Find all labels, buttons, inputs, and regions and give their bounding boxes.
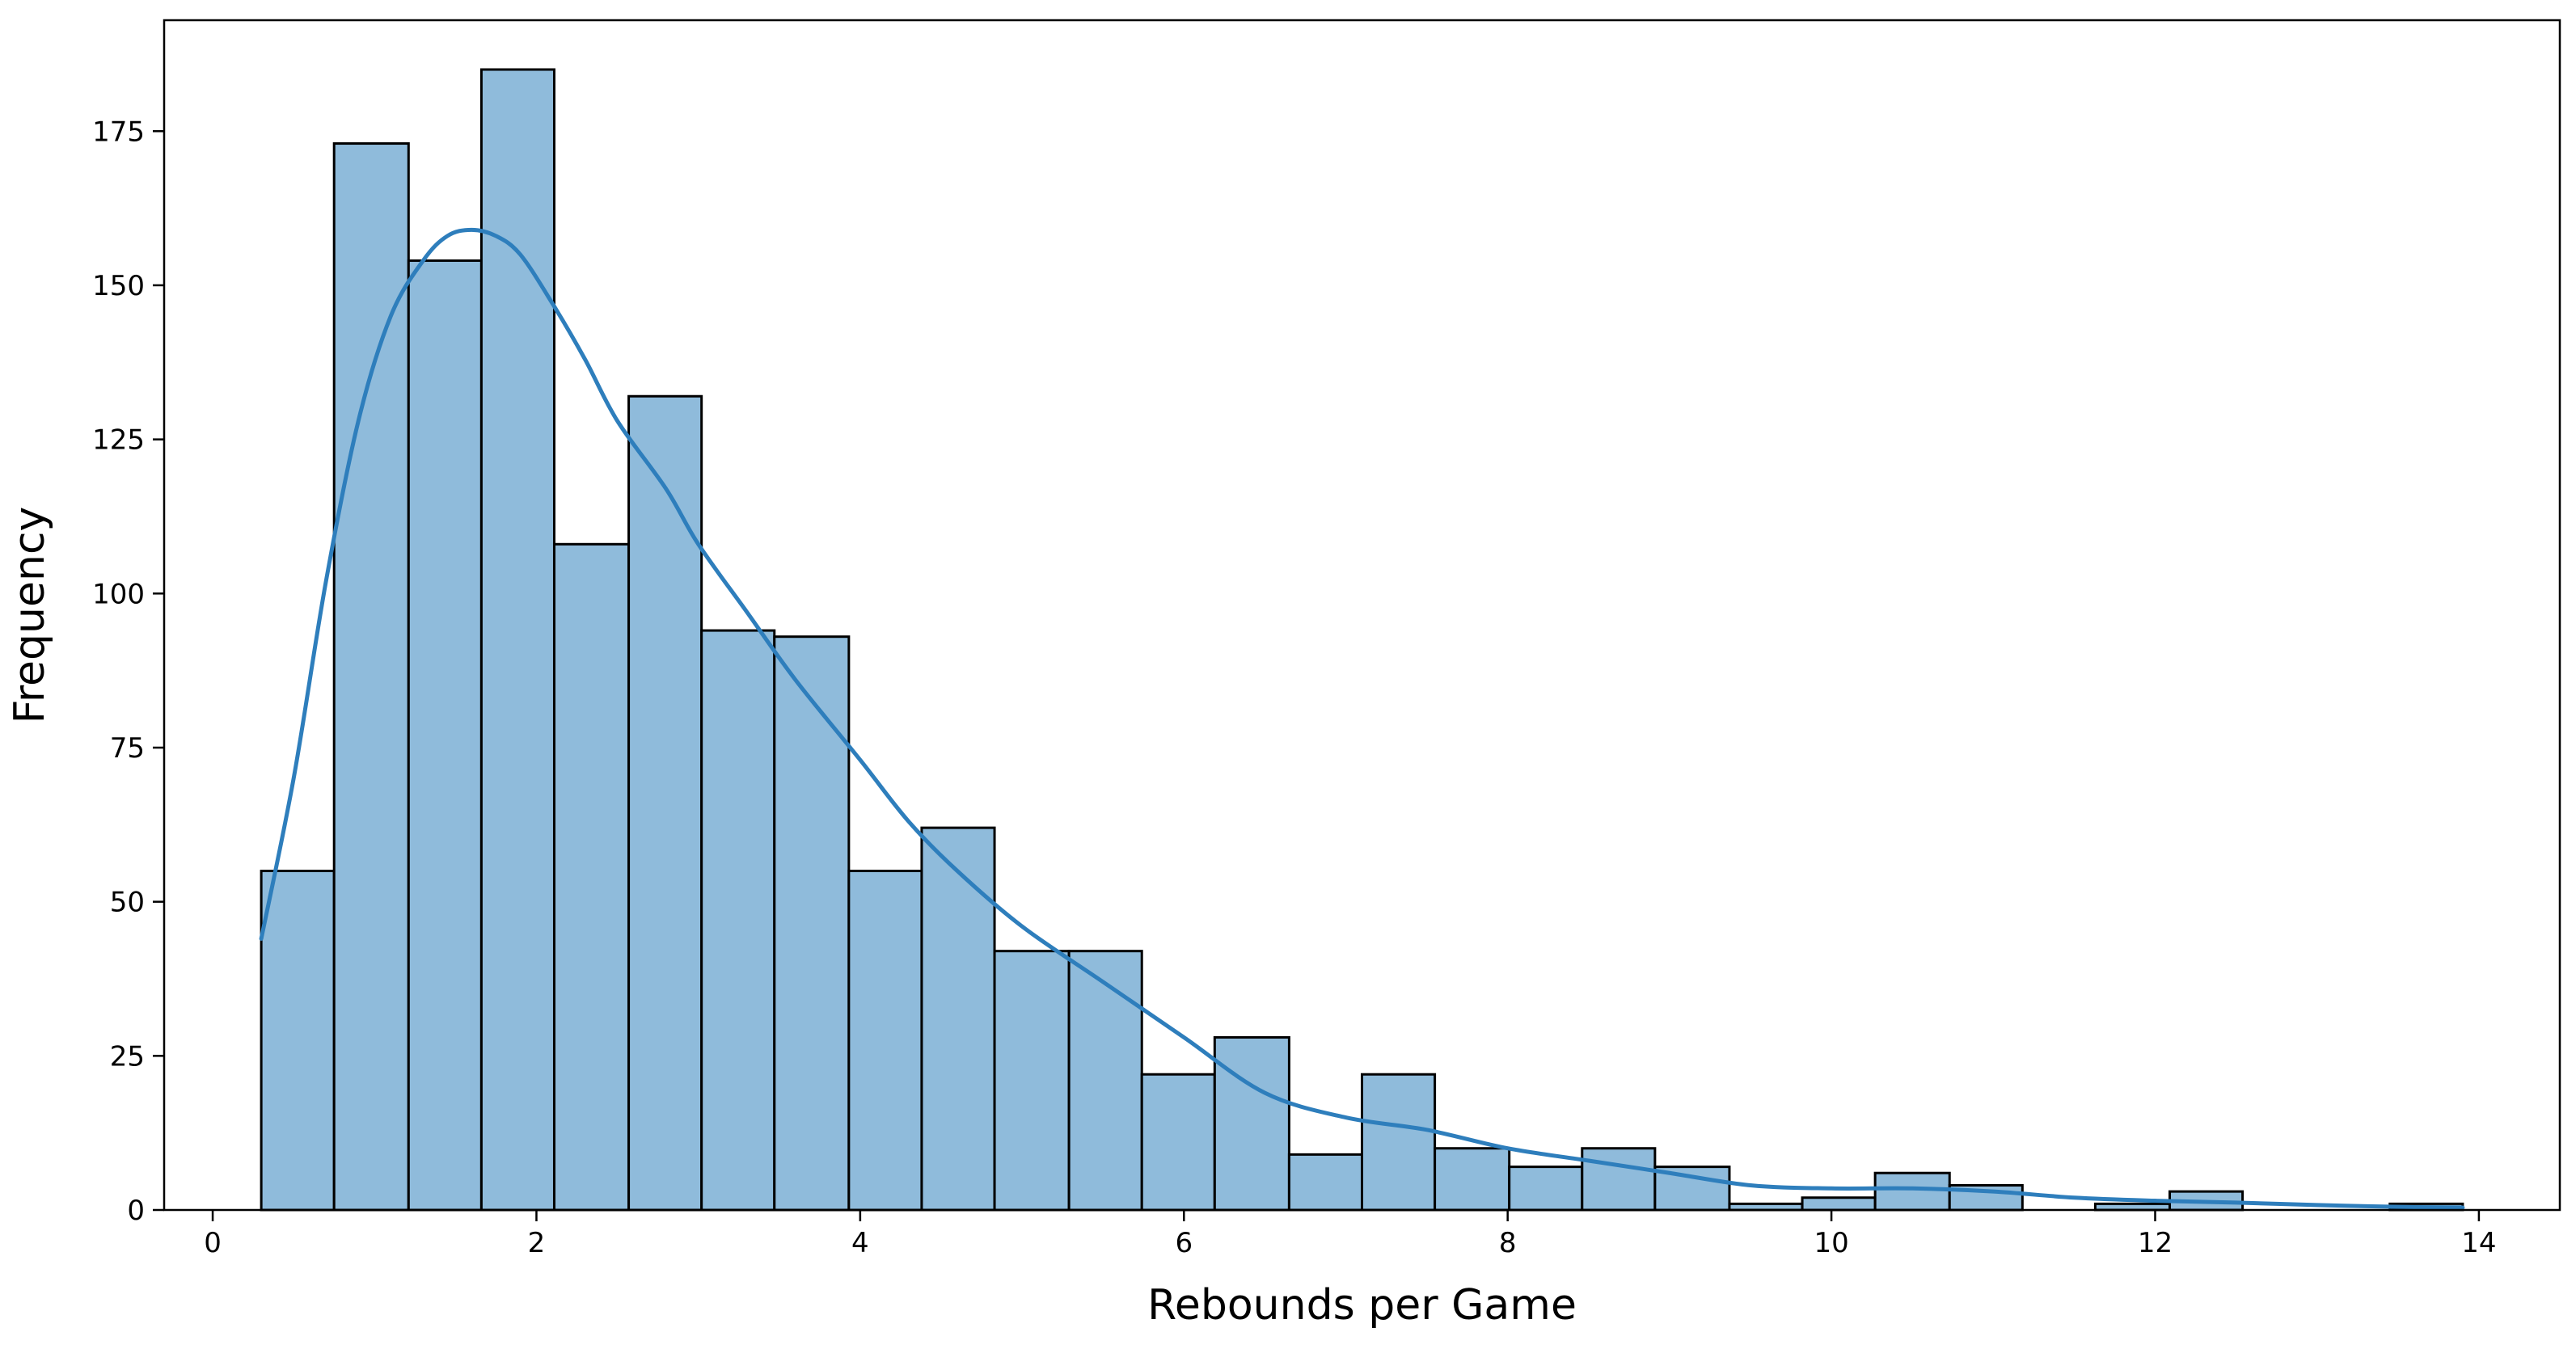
histogram-bar [332, 142, 410, 1212]
histogram-bar [1581, 1147, 1657, 1212]
x-tick-label: 10 [1814, 1227, 1848, 1259]
histogram-bar [479, 68, 555, 1212]
y-tick-label: 175 [92, 116, 145, 148]
x-axis-ticks: 0 2 4 6 8 10 12 14 [204, 1210, 2497, 1259]
x-tick-label: 0 [204, 1227, 222, 1259]
x-tick-label: 6 [1175, 1227, 1193, 1259]
x-tick-label: 12 [2138, 1227, 2173, 1259]
y-axis-label: Frequency [6, 507, 54, 724]
histogram-bar [1434, 1147, 1511, 1212]
histogram-bar [1508, 1166, 1584, 1212]
histogram-bar [1873, 1171, 1951, 1212]
histogram-bar [627, 394, 703, 1212]
histogram-bar [1067, 950, 1143, 1212]
x-axis-label: Rebounds per Game [1147, 1281, 1577, 1330]
histogram-bar [1361, 1073, 1437, 1212]
y-tick-label: 125 [92, 424, 145, 457]
histogram-bar [552, 542, 631, 1212]
x-tick-label: 14 [2461, 1227, 2496, 1259]
histogram-bar [700, 629, 776, 1212]
histogram-bar [1140, 1073, 1216, 1212]
histogram-bar [1801, 1196, 1877, 1212]
x-tick-label: 8 [1499, 1227, 1517, 1259]
y-tick-label: 50 [110, 887, 145, 919]
histogram-bar [773, 635, 851, 1212]
histogram-bar [920, 826, 996, 1212]
histogram-bar [1213, 1035, 1290, 1212]
y-tick-label: 25 [110, 1040, 145, 1073]
histogram-bar [847, 870, 923, 1212]
histogram-bars [260, 68, 2464, 1212]
histogram-bar [260, 870, 336, 1212]
y-tick-label: 100 [92, 578, 145, 610]
y-tick-label: 150 [92, 270, 145, 302]
histogram-bar [1287, 1153, 1364, 1212]
y-tick-label: 75 [110, 732, 145, 765]
histogram-bar [407, 259, 483, 1212]
kde-density-curve [259, 227, 2465, 1210]
x-tick-label: 4 [851, 1227, 869, 1259]
histogram-bar [993, 950, 1071, 1212]
y-tick-label: 0 [127, 1195, 145, 1227]
y-axis-ticks: 0 25 50 75 100 125 150 175 [92, 116, 164, 1227]
plot-frame [163, 19, 2561, 1212]
x-tick-label: 2 [528, 1227, 546, 1259]
